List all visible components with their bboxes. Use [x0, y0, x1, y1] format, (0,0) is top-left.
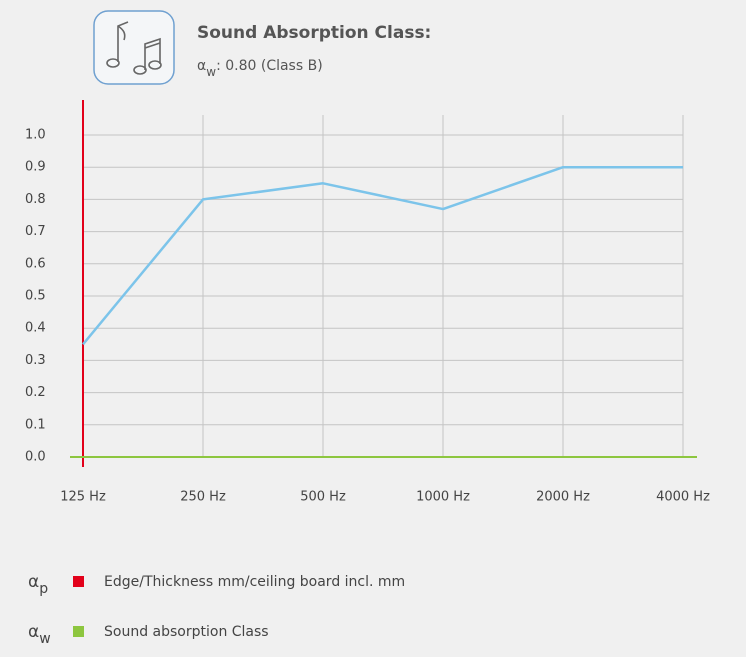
subscript: w: [39, 631, 50, 647]
x-tick-label: 4000 Hz: [656, 490, 710, 505]
y-tick-label: 0.9: [25, 160, 46, 175]
y-tick-label: 0.0: [25, 450, 46, 465]
legend-symbol: αw: [28, 622, 51, 647]
subscript: p: [39, 581, 48, 597]
legend-label: Edge/Thickness mm/ceiling board incl. mm: [104, 574, 405, 590]
y-tick-label: 0.4: [25, 321, 46, 336]
legend-swatch: [73, 626, 84, 637]
symbol: α: [28, 622, 39, 642]
data-line: [82, 165, 683, 346]
y-tick-label: 0.2: [25, 385, 46, 400]
symbol: α: [197, 58, 206, 74]
y-tick-label: 0.3: [25, 353, 46, 368]
legend-swatch: [73, 576, 84, 587]
icon: [93, 10, 175, 85]
x-tick-label: 125 Hz: [60, 490, 106, 505]
y-tick-label: 0.1: [25, 417, 46, 432]
y-tick-label: 0.8: [25, 192, 46, 207]
y-tick-label: 0.7: [25, 224, 46, 239]
chart-title: Sound Absorption Class:: [197, 23, 431, 43]
x-tick-label: 1000 Hz: [416, 490, 470, 505]
legend-symbol: αp: [28, 572, 48, 597]
y-tick-label: 0.6: [25, 256, 46, 271]
x-tick-label: 2000 Hz: [536, 490, 590, 505]
x-tick-label: 250 Hz: [180, 490, 226, 505]
subtitle-text: : 0.80 (Class B): [216, 58, 323, 74]
symbol: α: [28, 572, 39, 592]
y-tick-label: 1.0: [25, 128, 46, 143]
chart-subtitle: αw: 0.80 (Class B): [197, 58, 323, 79]
x-tick-label: 500 Hz: [300, 490, 346, 505]
y-tick-label: 0.5: [25, 289, 46, 304]
subscript: w: [206, 65, 216, 79]
legend-label: Sound absorption Class: [104, 624, 269, 640]
